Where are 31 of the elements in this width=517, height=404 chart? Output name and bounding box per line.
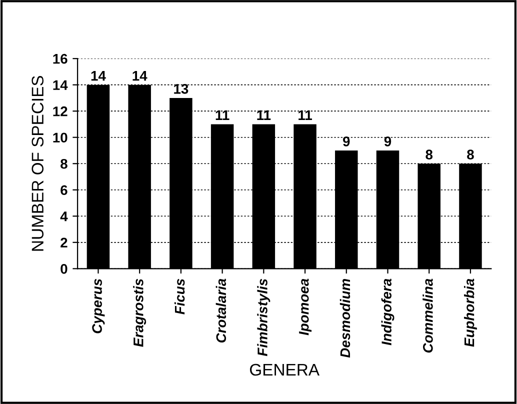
x-tick-label: Ficus [174, 278, 185, 314]
x-tick-label: Crotalaria [216, 278, 226, 343]
y-tick-label: 0 [60, 264, 68, 274]
y-tick-label: 10 [53, 132, 68, 143]
data-label: 8 [426, 150, 433, 160]
data-label: 9 [384, 136, 392, 146]
x-tick-label: Eragrostis [133, 278, 146, 347]
y-tick-label: 2 [60, 238, 68, 248]
y-axis-title: NUMBER OF SPECIES [32, 76, 44, 251]
x-axis-title: GENERA [250, 364, 320, 376]
x-tick-label: Fimbristylis [257, 278, 270, 356]
x-tick-label: Cyperus [92, 278, 105, 334]
y-tick-label: 6 [60, 185, 68, 196]
data-label: 9 [343, 136, 350, 146]
data-label: 13 [174, 84, 188, 94]
x-tick-label: Euphorbia [464, 278, 477, 347]
data-label: 14 [132, 71, 148, 81]
y-tick-label: 12 [53, 106, 68, 116]
x-tick-label: Commelina [422, 278, 433, 353]
data-label: 14 [91, 71, 106, 81]
x-tick-label: Ipomoea [299, 278, 312, 336]
data-label: 11 [216, 110, 230, 120]
y-tick-label: 14 [53, 80, 68, 90]
data-label: 11 [257, 110, 271, 120]
y-tick-label: 4 [60, 212, 68, 222]
y-tick-label: 8 [60, 158, 68, 169]
data-label: 8 [467, 150, 474, 160]
y-tick-label: 16 [53, 54, 68, 64]
x-tick-label: Indigofera [381, 278, 394, 346]
data-label: 11 [298, 110, 312, 120]
x-tick-label: Desmodium [340, 278, 350, 358]
